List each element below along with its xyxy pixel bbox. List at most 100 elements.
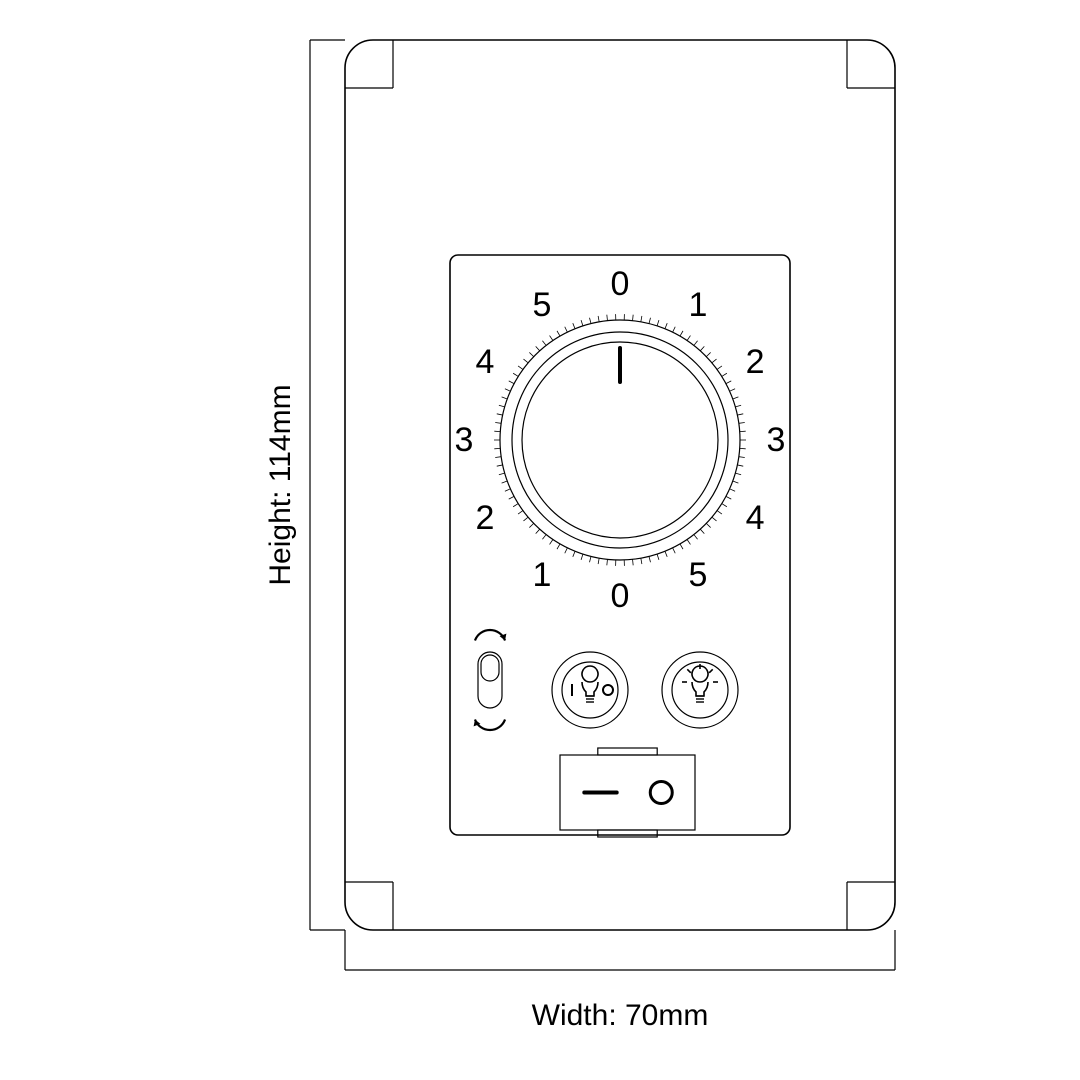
dial-knurl <box>717 511 722 515</box>
dial-knurl <box>499 405 505 407</box>
dial-knurl <box>590 556 591 562</box>
direction-arrow-arc <box>475 630 505 641</box>
light-button-inner <box>672 662 728 718</box>
dial-knurl <box>657 320 659 326</box>
dial-knurl <box>523 359 528 363</box>
dial-knurl <box>499 473 505 475</box>
dial-knurl <box>712 517 717 521</box>
dial-knurl <box>737 414 743 415</box>
off-mark-icon <box>603 685 613 695</box>
dial-knurl <box>733 397 739 399</box>
height-label: Height: 114mm <box>264 384 297 585</box>
dial-knurl <box>680 544 683 549</box>
dial-knurl <box>665 323 667 329</box>
bulb-icon <box>582 666 598 702</box>
dial-knurl <box>598 558 599 564</box>
dial-knurl <box>557 544 560 549</box>
power-rocker[interactable] <box>560 755 695 830</box>
dial-knurl <box>536 529 540 533</box>
dial-position-label: 2 <box>475 499 494 537</box>
dial-knurl <box>607 559 608 565</box>
dial-knurl <box>509 381 514 384</box>
dial-position-label: 2 <box>746 343 765 381</box>
light-button-outer[interactable] <box>662 652 738 728</box>
dial-knurl <box>726 496 731 499</box>
bulb-rays-icon <box>682 664 718 702</box>
dial-knurl <box>641 558 642 564</box>
dial-knurl <box>733 481 739 483</box>
dial-knurl <box>513 504 518 507</box>
dial-knurl <box>722 373 727 376</box>
dial-knurl <box>694 341 698 346</box>
dial-knurl <box>497 414 503 415</box>
dial-knurl <box>700 529 704 533</box>
dial-knurl <box>550 539 553 544</box>
dial-knurl <box>737 465 743 466</box>
direction-arrow-arc <box>475 719 505 730</box>
dial-knurl <box>735 405 741 407</box>
dial-knurl <box>542 535 546 540</box>
dial-knurl <box>513 373 518 376</box>
dial-knurl <box>665 551 667 557</box>
dial-knurl <box>581 320 583 326</box>
dial-knurl <box>581 554 583 560</box>
dial-knurl <box>518 366 523 370</box>
dial-knurl <box>495 457 501 458</box>
width-label: Width: 70mm <box>532 999 709 1032</box>
dial-knurl <box>739 422 745 423</box>
dial-knurl <box>712 359 717 363</box>
dial-knurl <box>673 327 676 332</box>
dial-knurl <box>706 352 710 356</box>
dial-knurl <box>557 331 560 336</box>
dial-position-label: 4 <box>475 343 494 381</box>
dial-knurl <box>502 397 508 399</box>
dial-knurl <box>717 366 722 370</box>
dial-knurl <box>502 481 508 483</box>
dial-knurl <box>694 535 698 540</box>
dial-knurl <box>598 316 599 322</box>
dial-knurl <box>680 331 683 336</box>
dial-knurl <box>739 457 745 458</box>
dial-knurl <box>687 336 690 341</box>
dial-knurl <box>495 422 501 423</box>
dial-knurl <box>730 389 735 391</box>
dial-knurl <box>536 346 540 350</box>
dial-knurl <box>722 504 727 507</box>
dial-knurl <box>700 346 704 350</box>
dial-knurl <box>673 548 676 553</box>
dial-knurl <box>509 496 514 499</box>
rocker-tab <box>598 830 657 837</box>
light-button-inner <box>562 662 618 718</box>
dial-position-label: 0 <box>611 265 630 303</box>
rocker-tab <box>598 748 657 755</box>
dial-position-label: 5 <box>689 556 708 594</box>
dial-knurl <box>565 327 568 332</box>
rocker-off-icon <box>650 782 672 804</box>
dial-knurl <box>529 352 533 356</box>
dial-knurl <box>565 548 568 553</box>
dial-knurl <box>641 316 642 322</box>
dial-knurl <box>505 489 510 491</box>
dial-position-label: 1 <box>533 556 552 594</box>
dial-position-label: 0 <box>611 577 630 615</box>
dial-position-label: 5 <box>533 286 552 324</box>
dial-knurl <box>607 315 608 321</box>
dial-knurl <box>730 489 735 491</box>
dial-knurl <box>706 523 710 527</box>
dial-knurl <box>497 465 503 466</box>
dial-knurl <box>505 389 510 391</box>
dial-knurl <box>657 554 659 560</box>
dial-knurl <box>735 473 741 475</box>
dial-knurl <box>573 323 575 329</box>
dial-knurl <box>550 336 553 341</box>
dial-knurl <box>542 341 546 346</box>
dial-knurl <box>590 318 591 324</box>
dial-knurl <box>523 517 528 521</box>
dial-position-label: 3 <box>455 421 474 459</box>
dial-knurl <box>649 318 650 324</box>
dial-position-label: 4 <box>746 499 765 537</box>
dial-knurl <box>633 559 634 565</box>
dial-position-label: 1 <box>689 286 708 324</box>
dial-knurl <box>649 556 650 562</box>
light-button-outer[interactable] <box>552 652 628 728</box>
